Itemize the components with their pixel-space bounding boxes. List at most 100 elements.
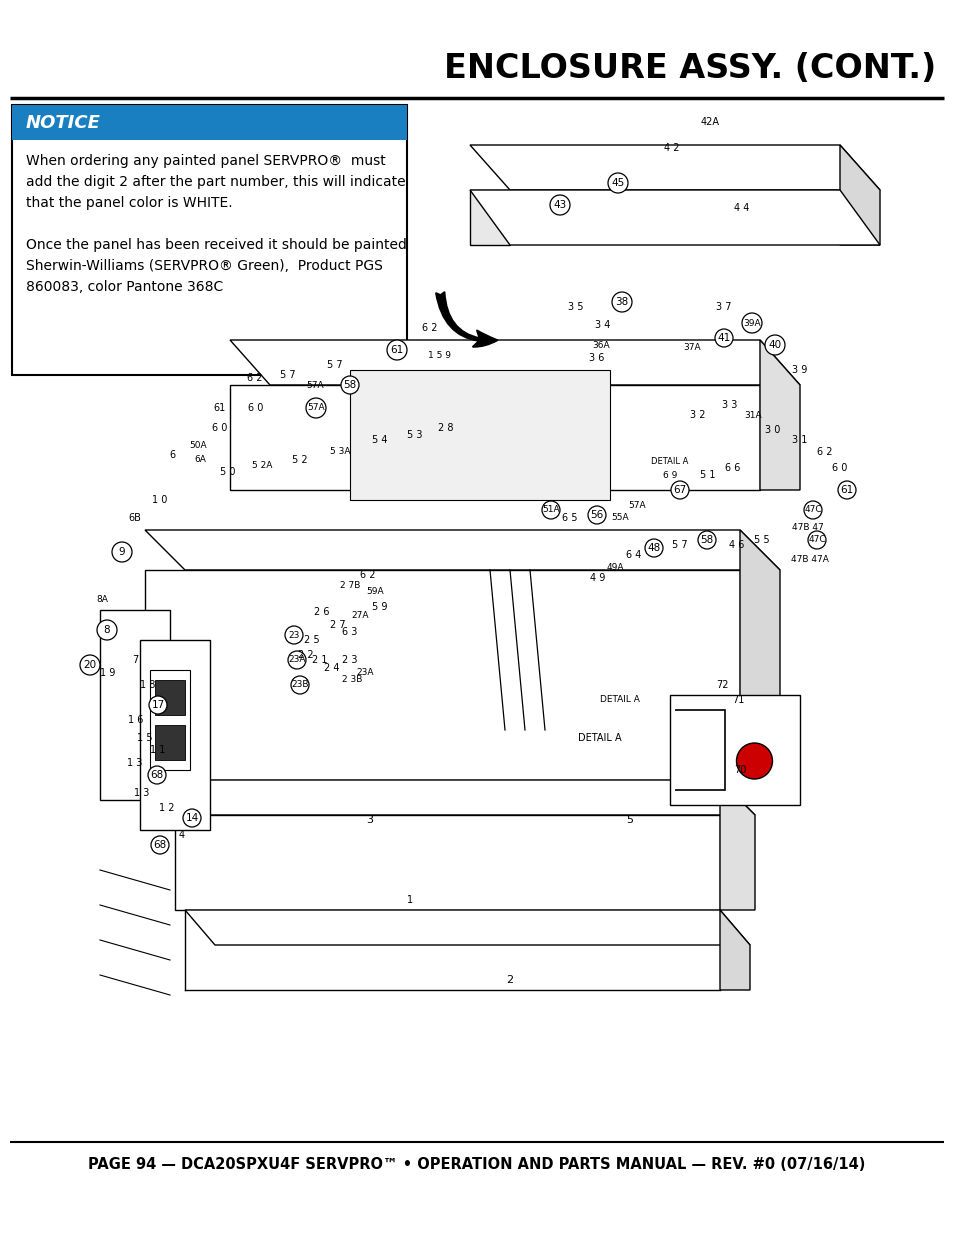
- Circle shape: [587, 506, 605, 524]
- Text: 5 5: 5 5: [754, 535, 769, 545]
- Circle shape: [612, 291, 631, 312]
- Text: 47B 47: 47B 47: [791, 524, 823, 532]
- Text: Sherwin-Williams (SERVPRO® Green),  Product PGS: Sherwin-Williams (SERVPRO® Green), Produ…: [26, 259, 382, 273]
- Text: 58: 58: [343, 380, 356, 390]
- Circle shape: [714, 329, 732, 347]
- Text: 6 4: 6 4: [626, 550, 641, 559]
- Text: 4: 4: [179, 830, 185, 840]
- Text: 68: 68: [153, 840, 167, 850]
- Text: DETAIL A: DETAIL A: [578, 734, 621, 743]
- Text: 71: 71: [731, 695, 743, 705]
- Text: 9: 9: [118, 547, 125, 557]
- Circle shape: [112, 542, 132, 562]
- Text: 5 4: 5 4: [372, 435, 387, 445]
- Text: 57A: 57A: [306, 380, 323, 389]
- Text: 5 7: 5 7: [327, 359, 342, 370]
- Text: 56: 56: [590, 510, 603, 520]
- Text: 4 9: 4 9: [590, 573, 605, 583]
- Circle shape: [807, 531, 825, 550]
- Bar: [669, 695, 800, 805]
- Text: 40: 40: [767, 340, 781, 350]
- Text: PAGE 94 — DCA20SPXU4F SERVPRO™ • OPERATION AND PARTS MANUAL — REV. #0 (07/16/14): PAGE 94 — DCA20SPXU4F SERVPRO™ • OPERATI…: [89, 1157, 864, 1172]
- Text: 2 8: 2 8: [437, 424, 454, 433]
- Bar: [12, 105, 407, 375]
- Text: 1 8: 1 8: [140, 680, 155, 690]
- Bar: [150, 671, 190, 769]
- Text: 2 6: 2 6: [314, 606, 330, 618]
- Text: 70: 70: [733, 764, 745, 776]
- Circle shape: [670, 480, 688, 499]
- Text: 6 9: 6 9: [662, 471, 677, 479]
- Text: 20: 20: [83, 659, 96, 671]
- Text: 72: 72: [715, 680, 727, 690]
- Bar: [154, 680, 185, 715]
- Text: that the panel color is WHITE.: that the panel color is WHITE.: [26, 196, 233, 210]
- FancyArrowPatch shape: [436, 293, 497, 347]
- Text: 6: 6: [169, 450, 175, 459]
- Text: 1 3: 1 3: [134, 788, 150, 798]
- Text: 59A: 59A: [366, 588, 383, 597]
- Text: 39A: 39A: [742, 319, 760, 327]
- Text: 4 6: 4 6: [728, 540, 744, 550]
- Polygon shape: [470, 144, 879, 190]
- Text: 36A: 36A: [592, 341, 609, 350]
- Text: 3 4: 3 4: [595, 320, 610, 330]
- Text: 67: 67: [673, 485, 686, 495]
- Text: 5 7: 5 7: [672, 540, 687, 550]
- Text: 47B 47A: 47B 47A: [790, 556, 828, 564]
- Circle shape: [288, 651, 306, 669]
- Text: 3 2: 3 2: [690, 410, 705, 420]
- Text: 2 3B: 2 3B: [341, 676, 362, 684]
- Text: 8A: 8A: [96, 595, 108, 604]
- Text: 8: 8: [104, 625, 111, 635]
- Circle shape: [306, 398, 326, 417]
- Text: 42A: 42A: [700, 117, 719, 127]
- Text: 6 2: 6 2: [247, 373, 262, 383]
- Text: 48: 48: [647, 543, 659, 553]
- Text: 5 2: 5 2: [292, 454, 308, 466]
- Text: 3 9: 3 9: [792, 366, 807, 375]
- Text: 2 7: 2 7: [330, 620, 345, 630]
- Bar: [0, 99, 953, 1141]
- Circle shape: [736, 743, 772, 779]
- Text: 31A: 31A: [743, 410, 761, 420]
- Text: 1 0: 1 0: [152, 495, 168, 505]
- Polygon shape: [760, 340, 800, 490]
- Text: 5 1: 5 1: [700, 471, 715, 480]
- Text: 2 4: 2 4: [324, 663, 339, 673]
- Text: 61: 61: [390, 345, 403, 354]
- Text: 23A: 23A: [288, 656, 305, 664]
- Polygon shape: [470, 190, 879, 245]
- Polygon shape: [470, 190, 510, 245]
- Text: 2 2: 2 2: [298, 650, 314, 659]
- Circle shape: [387, 340, 407, 359]
- Text: 47C: 47C: [803, 505, 821, 515]
- Polygon shape: [230, 385, 760, 490]
- Text: 5 9: 5 9: [372, 601, 387, 613]
- Polygon shape: [174, 781, 754, 815]
- Text: 6 5: 6 5: [561, 513, 578, 522]
- Text: 45: 45: [611, 178, 624, 188]
- Text: 5 3A: 5 3A: [330, 447, 350, 457]
- Text: 1: 1: [407, 895, 413, 905]
- Text: 3 7: 3 7: [716, 303, 731, 312]
- Text: 3 1: 3 1: [792, 435, 807, 445]
- Text: 3 3: 3 3: [721, 400, 737, 410]
- Text: 5 7: 5 7: [280, 370, 295, 380]
- Text: 6A: 6A: [193, 456, 206, 464]
- Circle shape: [541, 501, 559, 519]
- Circle shape: [340, 375, 358, 394]
- Text: 1 9: 1 9: [100, 668, 115, 678]
- Text: DETAIL A: DETAIL A: [651, 457, 688, 467]
- Text: 23: 23: [288, 631, 299, 640]
- Text: 41: 41: [717, 333, 730, 343]
- Text: 860083, color Pantone 368C: 860083, color Pantone 368C: [26, 280, 223, 294]
- Text: 17: 17: [152, 700, 165, 710]
- Text: 3: 3: [366, 815, 374, 825]
- Text: DETAIL A: DETAIL A: [599, 695, 639, 704]
- Text: 3 6: 3 6: [589, 353, 604, 363]
- Text: 4 2: 4 2: [663, 143, 679, 153]
- Circle shape: [97, 620, 117, 640]
- Text: 6 2: 6 2: [817, 447, 832, 457]
- Text: 57A: 57A: [627, 500, 645, 510]
